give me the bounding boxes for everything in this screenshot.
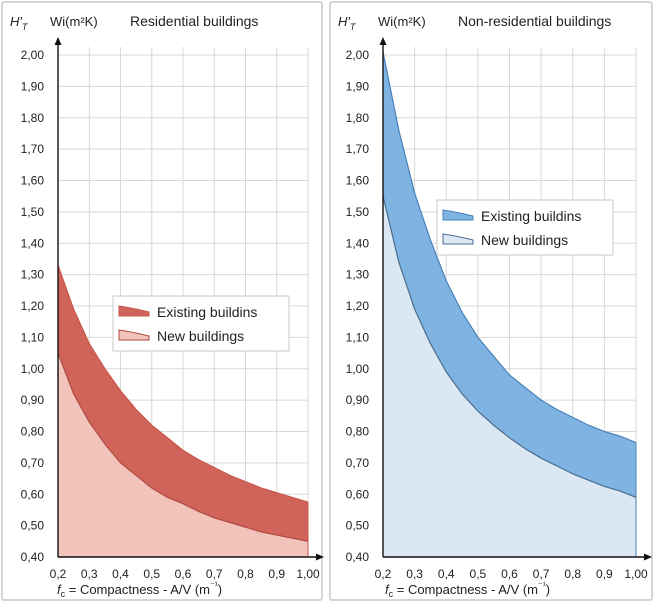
y-tick-label: 1,70 <box>21 142 45 156</box>
y-tick-label: 1,10 <box>21 330 45 344</box>
y-tick-label: 0,40 <box>346 550 370 564</box>
y-tick-label: 0,80 <box>346 425 370 439</box>
y-tick-label: 1,80 <box>346 111 370 125</box>
y-tick-label: 1,10 <box>346 330 370 344</box>
y-tick-label: 1,80 <box>21 111 45 125</box>
legend-swatch <box>442 209 474 221</box>
x-tick-label: 0,8 <box>237 567 254 581</box>
y-tick-label: 1,90 <box>346 79 370 93</box>
y-tick-label: 1,60 <box>21 174 45 188</box>
legend-label: Existing buildins <box>157 304 257 320</box>
x-tick-label: 0,9 <box>596 567 613 581</box>
chart-panel-1: 0,40 0,50 0,60 0,70 0,80 0,90 1,00 1,10 1,20 1,30… <box>1 1 324 601</box>
y-tick-label: 0,70 <box>346 456 370 470</box>
series-line-1 <box>57 265 309 503</box>
y-tick-label: 0,90 <box>346 393 370 407</box>
x-tick-label: 0,4 <box>112 567 129 581</box>
x-tick-label: 0,5 <box>470 567 487 581</box>
legend-swatch <box>442 233 474 245</box>
x-axis-label: fc = Compactness - A/V (m⁻¹) <box>385 580 550 599</box>
y-axis-symbol: H'T <box>10 14 29 32</box>
y-tick-label: 0,60 <box>346 487 370 501</box>
y-tick-label: 1,50 <box>21 205 45 219</box>
y-tick-label: 2,00 <box>346 48 370 62</box>
y-tick-label: 0,80 <box>21 425 45 439</box>
legend: Existing buildins New buildings <box>112 295 290 352</box>
y-axis-symbol: H'T <box>338 14 357 32</box>
x-tick-label: 0,3 <box>81 567 98 581</box>
x-axis-arrow <box>316 553 324 561</box>
x-axis-arrow <box>644 553 652 561</box>
legend-label: New buildings <box>157 328 244 344</box>
x-tick-label: 0,2 <box>375 567 392 581</box>
y-tick-label: 2,00 <box>21 48 45 62</box>
y-axis-arrow <box>379 37 387 45</box>
y-tick-label: 1,00 <box>21 362 45 376</box>
y-tick-label: 0,60 <box>21 487 45 501</box>
series-line-2 <box>57 352 309 542</box>
y-tick-label: 1,90 <box>21 79 45 93</box>
y-axis-arrow <box>54 37 62 45</box>
x-tick-label: 0,3 <box>406 567 423 581</box>
legend-swatch <box>118 329 150 341</box>
x-tick-label: 0,6 <box>175 567 192 581</box>
y-tick-label: 1,00 <box>346 362 370 376</box>
y-tick-label: 0,70 <box>21 456 45 470</box>
y-tick-label: 1,20 <box>21 299 45 313</box>
y-tick-label: 0,50 <box>21 519 45 533</box>
y-axis-label: Wi(m²K) <box>50 14 98 29</box>
y-axis-label: Wi(m²K) <box>378 14 426 29</box>
x-tick-label: 0,5 <box>143 567 160 581</box>
y-tick-label: 1,40 <box>346 236 370 250</box>
x-tick-label: 0,6 <box>501 567 518 581</box>
legend-swatch <box>118 305 150 317</box>
series-line-2 <box>382 196 637 498</box>
chart-title: Residential buildings <box>130 13 258 29</box>
legend-box <box>436 199 614 256</box>
series-area-2 <box>383 196 636 557</box>
y-tick-label: 1,30 <box>346 268 370 282</box>
y-tick-label: 0,40 <box>21 550 45 564</box>
x-tick-label: 0,4 <box>438 567 455 581</box>
y-tick-label: 1,50 <box>346 205 370 219</box>
x-tick-label: 0,8 <box>564 567 581 581</box>
y-tick-label: 0,50 <box>346 519 370 533</box>
y-tick-label: 1,70 <box>346 142 370 156</box>
series-area-2 <box>58 353 308 557</box>
x-tick-label: 1,00 <box>624 567 648 581</box>
y-tick-label: 1,20 <box>346 299 370 313</box>
y-tick-label: 1,60 <box>346 174 370 188</box>
chart-panel-2: 0,40 0,50 0,60 0,70 0,80 0,90 1,00 1,10 1,20 1,30… <box>329 1 653 601</box>
chart-title: Non-residential buildings <box>458 13 611 29</box>
legend-label: New buildings <box>481 232 568 248</box>
series-line-1 <box>382 51 637 444</box>
x-tick-label: 0,2 <box>50 567 67 581</box>
x-axis-label: fc = Compactness - A/V (m⁻¹) <box>57 580 222 599</box>
y-tick-label: 1,30 <box>21 268 45 282</box>
y-tick-label: 0,90 <box>21 393 45 407</box>
x-tick-label: 1,00 <box>296 567 320 581</box>
legend-box <box>112 295 290 352</box>
y-tick-label: 1,40 <box>21 236 45 250</box>
x-tick-label: 0,9 <box>268 567 285 581</box>
x-tick-label: 0,7 <box>206 567 223 581</box>
x-tick-label: 0,7 <box>533 567 550 581</box>
legend-label: Existing buildins <box>481 208 581 224</box>
legend: Existing buildins New buildings <box>436 199 614 256</box>
